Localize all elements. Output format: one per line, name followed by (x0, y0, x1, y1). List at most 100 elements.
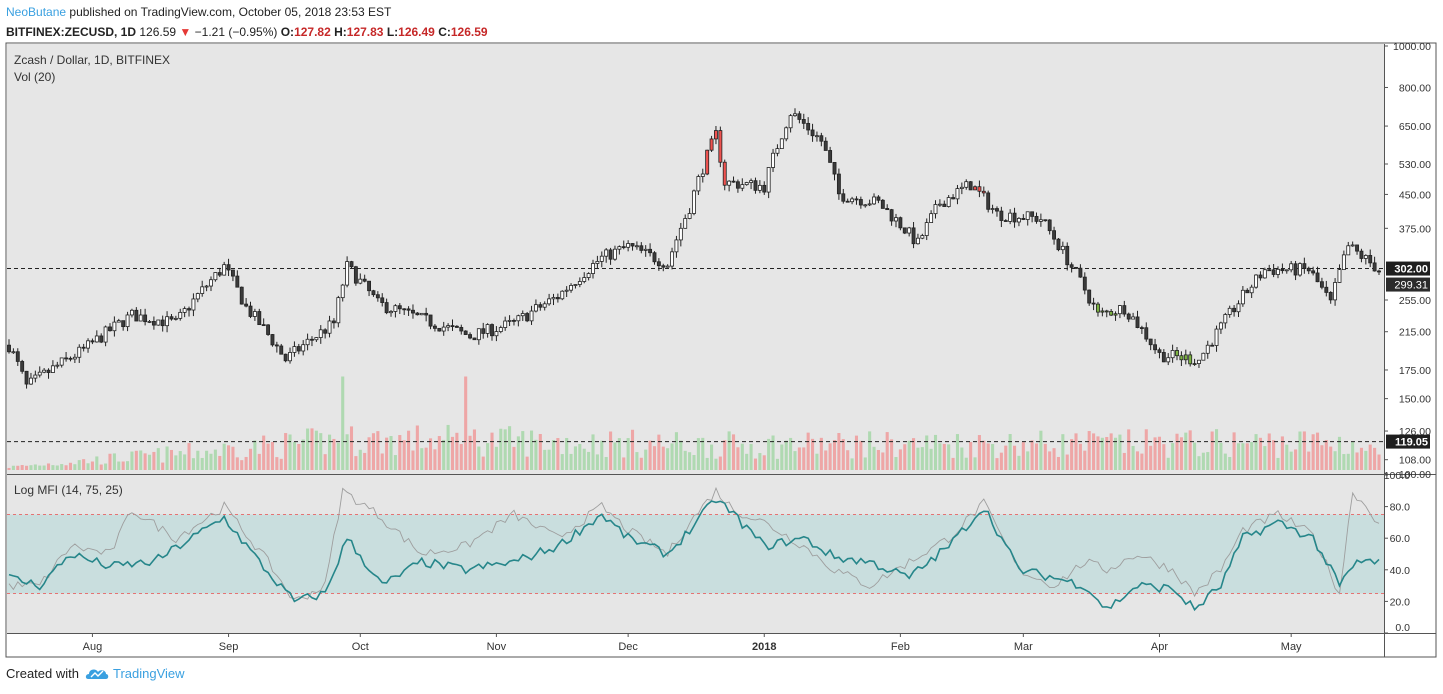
candle-body (977, 186, 982, 192)
volume-bar (1048, 451, 1052, 470)
candle-body (1337, 269, 1342, 283)
candle-body (454, 325, 459, 328)
volume-bar (1232, 432, 1236, 470)
volume-bar (1333, 451, 1337, 470)
candle-body (569, 284, 573, 291)
candle-body (955, 188, 960, 200)
mfi-indicator-label: Log MFI (14, 75, 25) (14, 483, 123, 497)
volume-bar (525, 456, 529, 470)
candle-body (424, 312, 429, 316)
volume-bar (1241, 443, 1245, 470)
mfi-y-tick-label: 20.0 (1390, 596, 1411, 608)
candle-body (525, 313, 530, 322)
last-price-label: 299.31 (1394, 280, 1428, 292)
volume-bar (789, 437, 793, 470)
volume-bar (973, 457, 977, 470)
volume-bar (1377, 454, 1381, 470)
candle-body (15, 351, 20, 362)
volume-bar (569, 453, 573, 470)
volume-bar (806, 432, 810, 470)
volume-bar (1109, 433, 1113, 470)
volume-bar (1149, 445, 1153, 470)
tradingview-brand[interactable]: TradingView (85, 666, 185, 681)
volume-bar (573, 446, 577, 470)
volume-bar (841, 439, 845, 470)
candle-body (498, 327, 503, 332)
candle-body (841, 193, 846, 202)
candle-body (310, 338, 314, 341)
candle-body (156, 319, 161, 326)
candle-body (595, 261, 600, 264)
open-value: 127.82 (294, 25, 331, 39)
price-y-tick-label: 530.00 (1399, 159, 1431, 171)
volume-bar (51, 465, 55, 470)
candle-body (898, 217, 903, 229)
candle-body (459, 327, 464, 332)
candle-body (674, 239, 679, 253)
mfi-y-tick-label: 60.0 (1390, 533, 1411, 545)
volume-bar (486, 443, 490, 470)
volume-bar (393, 455, 397, 470)
candle-body (147, 321, 152, 323)
volume-bar (389, 436, 393, 470)
candle-body (1214, 328, 1219, 346)
candle-body (1236, 303, 1241, 313)
volume-bar (371, 433, 375, 470)
volume-bar (46, 463, 51, 470)
candle-body (520, 313, 525, 317)
mfi-line (8, 500, 1380, 612)
candle-body (727, 180, 732, 186)
volume-bar (604, 456, 608, 470)
volume-bar (1052, 448, 1056, 470)
volume-bar (912, 438, 916, 470)
candle-body (59, 357, 64, 366)
volume-bar (16, 465, 20, 470)
candle-body (1333, 282, 1338, 301)
volume-bar (938, 443, 942, 470)
candle-body (1060, 245, 1065, 251)
candle-body (1166, 357, 1171, 363)
volume-indicator-label: Vol (20) (14, 70, 55, 84)
volume-bar (196, 450, 200, 470)
volume-bar (328, 434, 332, 470)
candle-body (665, 265, 670, 268)
price-pane[interactable] (7, 44, 1384, 474)
volume-bar (1285, 444, 1289, 470)
volume-bar (472, 429, 476, 470)
volume-bar (1254, 434, 1258, 470)
volume-bar (793, 451, 797, 470)
volume-bar (666, 448, 670, 470)
candle-body (648, 248, 653, 254)
volume-bar (1302, 431, 1306, 470)
candle-body (195, 293, 200, 300)
candle-body (1148, 338, 1153, 346)
volume-bar (688, 452, 692, 470)
candle-body (1302, 263, 1307, 269)
volume-bar (209, 453, 213, 470)
volume-bar (679, 440, 683, 470)
volume-bar (248, 448, 253, 470)
candle-body (323, 329, 328, 334)
candle-body (1139, 327, 1144, 329)
volume-bar (1276, 457, 1280, 470)
mfi-y-tick-label: 80.0 (1390, 502, 1411, 514)
price-line-label-bg (1386, 434, 1430, 449)
volume-bar (126, 461, 130, 470)
candle-body (226, 264, 231, 271)
volume-bar (1087, 431, 1091, 470)
volume-bar (828, 443, 832, 470)
volume-bar (876, 449, 880, 470)
volume-bar (292, 442, 296, 470)
author-link[interactable]: NeoButane (6, 5, 67, 19)
candle-body (270, 334, 275, 346)
candle-body (428, 314, 433, 327)
volume-bar (306, 428, 310, 470)
candle-body (1126, 313, 1131, 320)
volume-bar (1070, 439, 1074, 470)
volume-bar (1122, 452, 1126, 470)
candle-body (314, 337, 319, 341)
close-label: C: (438, 25, 451, 39)
volume-bar (1034, 443, 1039, 470)
candle-body (924, 222, 929, 236)
